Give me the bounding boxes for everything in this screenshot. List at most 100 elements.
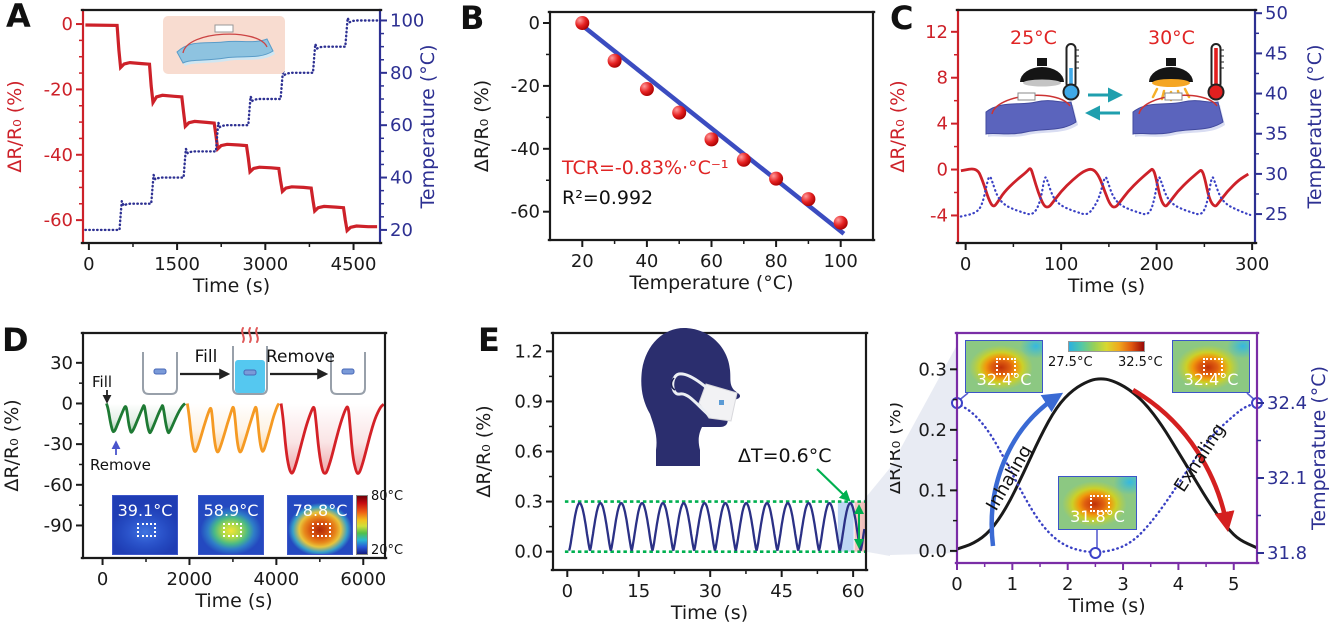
data-point (801, 192, 816, 207)
svg-text:ΔR/R₀ (%): ΔR/R₀ (%) (1, 399, 23, 491)
colorbar-min-label: 27.5°C (1048, 355, 1093, 370)
temp-30-label: 30°C (1148, 27, 1195, 49)
thermal-temp-label: 78.8°C (292, 501, 348, 520)
svg-text:60: 60 (842, 581, 865, 602)
svg-text:0: 0 (960, 254, 971, 275)
svg-text:32.1: 32.1 (1267, 468, 1307, 489)
flow-remove-label: Remove (266, 347, 335, 367)
thermal-image-79C: 78.8°C (287, 495, 353, 555)
svg-text:35: 35 (1265, 124, 1288, 145)
thermal-temp-label: 32.4°C (976, 370, 1032, 389)
svg-text:60: 60 (390, 115, 413, 136)
svg-text:0: 0 (937, 160, 948, 181)
svg-text:ΔR/R₀ (%): ΔR/R₀ (%) (4, 80, 26, 172)
svg-text:12: 12 (925, 22, 948, 43)
svg-text:20: 20 (390, 220, 413, 241)
data-point (575, 16, 590, 31)
svg-text:20: 20 (571, 251, 594, 272)
svg-text:80: 80 (390, 63, 413, 84)
svg-text:200: 200 (1139, 254, 1173, 275)
svg-text:100: 100 (390, 10, 424, 31)
chart-A: 0 1500 3000 4500 Time (s) 0 -20 -40 -60 ΔR/R₀ (%)… (4, 8, 439, 297)
svg-text:-90: -90 (44, 515, 73, 536)
svg-text:1500: 1500 (154, 254, 200, 275)
colorbar-vertical (356, 495, 368, 555)
panel-C: 0 100 200 300 Time (s) 12 8 4 0 -4 ΔR/R₀ (%) 25 30 35… (890, 0, 1336, 318)
svg-text:0.0: 0.0 (514, 542, 543, 563)
svg-text:0: 0 (62, 14, 73, 35)
svg-text:-60: -60 (44, 475, 73, 496)
svg-text:ΔR/R₀ (%): ΔR/R₀ (%) (890, 402, 905, 494)
data-point (672, 105, 687, 120)
panel-label-E: E (478, 321, 500, 359)
svg-text:-4: -4 (930, 205, 948, 226)
series-resistance (960, 167, 1250, 209)
thermal-inset-min: 31.8°C (1058, 476, 1137, 530)
svg-text:0: 0 (562, 581, 573, 602)
series-water-79C (279, 403, 385, 475)
svg-text:30: 30 (1265, 164, 1288, 185)
svg-text:0: 0 (62, 393, 73, 414)
svg-text:30: 30 (50, 353, 73, 374)
svg-text:0: 0 (951, 574, 962, 595)
svg-text:Time (s): Time (s) (670, 602, 748, 624)
series-temperature (959, 175, 1252, 218)
temp-25-label: 25°C (1010, 27, 1057, 49)
panel-label-B: B (460, 0, 485, 37)
svg-text:100: 100 (1044, 254, 1078, 275)
curve-remove-label: Remove (90, 456, 151, 474)
colorbar-max-label: 32.5°C (1118, 355, 1163, 370)
svg-text:-40: -40 (511, 139, 540, 160)
svg-text:-30: -30 (44, 434, 73, 455)
svg-text:4: 4 (937, 114, 948, 135)
panel-D: 0 2000 4000 6000 Time (s) 30 0 -30 -60 -90 ΔR/R₀ (… (0, 318, 450, 634)
svg-text:-20: -20 (511, 76, 540, 97)
svg-text:0: 0 (529, 13, 540, 34)
panel-B: 20 40 60 80 100 Temperature (°C) 0 -20 -40 -60 ΔR/… (450, 0, 890, 318)
svg-text:Time (s): Time (s) (1067, 275, 1145, 297)
svg-text:Temperature (°C): Temperature (°C) (1304, 45, 1326, 210)
series-temperature (955, 401, 1259, 554)
svg-text:2000: 2000 (167, 569, 213, 590)
svg-text:25: 25 (1265, 204, 1288, 225)
svg-text:Time (s): Time (s) (1067, 595, 1145, 617)
data-point (736, 152, 751, 167)
data-point (639, 82, 654, 97)
panel-label-D: D (2, 321, 29, 359)
svg-text:-60: -60 (44, 210, 73, 231)
svg-text:0.3: 0.3 (918, 359, 947, 380)
svg-text:0.9: 0.9 (514, 391, 543, 412)
data-point (704, 132, 719, 147)
svg-text:0.2: 0.2 (918, 420, 947, 441)
svg-text:Temperature (°C): Temperature (°C) (1308, 366, 1330, 531)
svg-text:5: 5 (1228, 574, 1239, 595)
thermal-temp-label: 39.1°C (117, 501, 173, 520)
chart-content-B: 20 40 60 80 100 Temperature (°C) 0 -20 -40 -60 ΔR/… (471, 10, 876, 294)
svg-text:0: 0 (83, 254, 94, 275)
svg-text:40: 40 (1265, 84, 1288, 105)
svg-text:Temperature (°C): Temperature (°C) (417, 45, 439, 210)
delta-t-annotation: ΔT=0.6°C (738, 445, 832, 467)
colorbar-min-label: 20°C (371, 543, 404, 558)
data-point (607, 53, 622, 68)
svg-text:-20: -20 (44, 79, 73, 100)
svg-text:2: 2 (1062, 574, 1073, 595)
svg-text:3000: 3000 (242, 254, 288, 275)
thermal-inset-inhale-start: 32.4°C (965, 340, 1043, 393)
svg-text:1.2: 1.2 (514, 341, 543, 362)
open-circle-marker (1089, 547, 1102, 559)
chart-content-A: 0 1500 3000 4500 Time (s) 0 -20 -40 -60 ΔR/R₀ (%)… (4, 8, 439, 297)
svg-text:Time (s): Time (s) (194, 590, 272, 612)
series-breath-signal (568, 501, 866, 551)
panel-label-A: A (6, 0, 31, 35)
colorbar-max-label: 80°C (371, 489, 404, 504)
svg-text:40: 40 (390, 168, 413, 189)
svg-text:40: 40 (635, 251, 658, 272)
panel-E: 0 15 30 45 60 Time (s) 1.2 0.9 0.6 0.3 0.0 ΔR/R₀ (%… (450, 318, 890, 634)
svg-text:-60: -60 (511, 202, 540, 223)
svg-text:Time (s): Time (s) (192, 275, 270, 297)
flow-fill-label: Fill (194, 347, 218, 367)
svg-text:6000: 6000 (340, 569, 386, 590)
svg-text:31.8: 31.8 (1267, 543, 1307, 564)
svg-text:45: 45 (1265, 43, 1288, 64)
